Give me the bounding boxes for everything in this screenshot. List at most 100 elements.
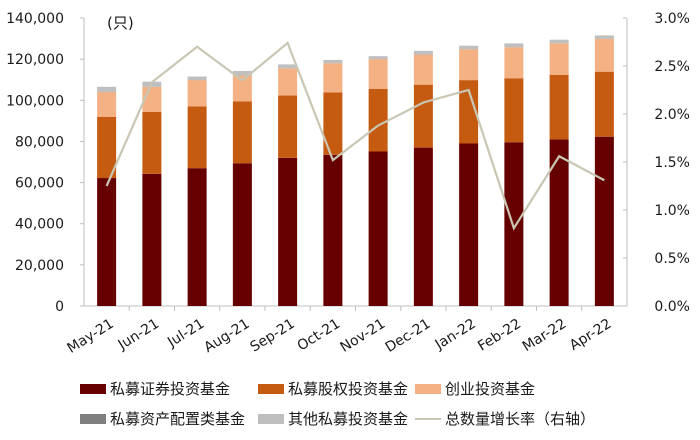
bar-segment [549,43,569,75]
bar-segment [368,59,388,89]
bar-segment [97,92,117,117]
bar-segment [232,75,252,102]
bar-segment [97,178,117,306]
right-y-axis: 0.0% 0.5% 1.0% 1.5% 2.0% 2.5% 3.0% [623,11,690,315]
left-tick-label: 100,000 [6,93,64,109]
bar-stack [278,64,298,306]
left-tick-label: 120,000 [6,52,64,68]
x-tick-label: Nov-21 [338,316,389,356]
bar-segment [278,68,298,96]
bar-segment [368,151,388,306]
right-tick-label: 1.0% [654,203,690,219]
bar-segment [278,157,298,306]
bar-segment [549,139,569,306]
legend-item-vc-fund: 创业投资基金 [415,378,535,399]
bar-segment [459,80,479,144]
legend-label: 其他私募投资基金 [288,410,409,428]
bar-segment [459,45,479,50]
right-tick-label: 2.5% [654,59,690,75]
bar-segment [413,50,433,55]
left-y-axis: 0 20,000 40,000 60,000 80,000 100,000 120,000 1… [6,11,85,315]
bar-segment [413,147,433,306]
legend-swatch-icon [415,383,441,394]
left-tick-label: 40,000 [15,217,64,233]
unit-label: (只) [107,14,134,32]
x-tick-label: Sep-21 [247,316,297,356]
bar-stack [504,43,524,306]
legend-swatch-icon [258,413,284,424]
bar-stack [187,76,207,306]
legend-item-other-fund: 其他私募投资基金 [258,408,408,429]
legend-swatch-icon [258,383,284,394]
legend-label: 私募证券投资基金 [110,380,231,398]
bar-segment [504,47,524,79]
growth-rate-line [105,41,605,231]
legend-item-securities-fund: 私募证券投资基金 [80,378,230,399]
bar-segment [278,95,298,158]
bar-segment [504,142,524,306]
x-tick-label: Dec-21 [383,316,434,356]
legend-item-equity-fund: 私募股权投资基金 [258,378,408,399]
right-tick-label: 0.5% [654,251,690,267]
legend-item-growth-rate: 总数量增长率（右轴） [415,408,595,429]
bar-segment [368,56,388,60]
right-tick-label: 3.0% [654,11,690,27]
x-tick-label: Mar-22 [520,316,570,355]
bar-segment [97,116,117,179]
bar-segment [232,163,252,306]
bar-series [97,35,614,306]
bar-segment [594,35,614,39]
bar-segment [278,64,298,69]
growth-rate-polyline [105,41,605,231]
legend-label: 私募股权投资基金 [288,380,409,398]
bar-segment [142,112,162,174]
bar-segment [232,101,252,164]
x-tick-label: Jun-21 [115,316,162,354]
legend-swatch-icon [80,413,106,424]
bar-segment [142,173,162,306]
bar-segment [504,43,524,48]
bar-segment [459,143,479,306]
legend-line-icon [415,417,441,420]
x-tick-label: Jul-21 [164,316,207,351]
left-tick-label: 20,000 [15,258,64,274]
left-tick-label: 140,000 [6,11,64,27]
x-tick-label: May-21 [65,316,117,357]
bar-segment [323,92,343,155]
right-tick-label: 1.5% [654,155,690,171]
bar-segment [187,106,207,169]
right-tick-label: 0.0% [654,299,690,315]
bar-segment [549,39,569,44]
bar-stack [142,81,162,306]
bar-segment [594,71,614,137]
bar-stack [232,70,252,306]
x-tick-label: Aug-21 [201,316,252,356]
bar-stack [594,35,614,306]
bar-segment [187,80,207,107]
bar-segment [504,78,524,143]
legend-swatch-icon [80,383,106,394]
x-tick-label: Jan-22 [432,316,479,354]
bar-segment [368,88,388,152]
left-tick-label: 0 [55,299,64,315]
bar-segment [97,86,117,92]
bar-segment [413,54,433,85]
bar-segment [459,49,479,81]
bar-stack [368,56,388,306]
bar-segment [232,70,252,76]
x-tick-label: Apr-22 [567,316,615,354]
bar-segment [323,59,343,64]
bar-segment [323,63,343,93]
bar-stack [323,59,343,306]
bar-segment [413,84,433,148]
legend-label: 总数量增长率（右轴） [445,410,596,428]
bar-segment [594,136,614,306]
legend-label: 创业投资基金 [445,380,536,398]
bar-segment [549,74,569,140]
bar-stack [459,45,479,306]
bar-stack [549,39,569,306]
bar-segment [187,168,207,306]
bar-segment [187,76,207,81]
